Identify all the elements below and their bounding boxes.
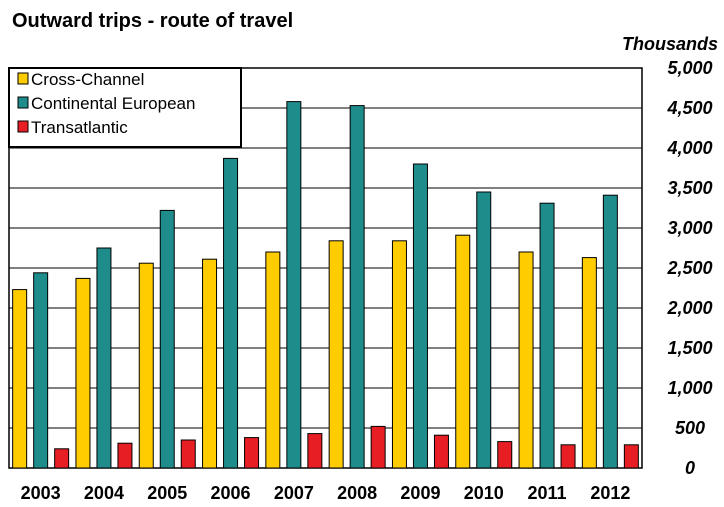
legend-label-continental-european: Continental European	[31, 94, 195, 113]
bar-cross-channel-2008	[328, 240, 344, 469]
x-tick-label: 2012	[590, 483, 630, 503]
legend-swatch-transatlantic	[17, 120, 29, 133]
bar-transatlantic-2005	[180, 439, 196, 469]
bar-transatlantic-2004	[117, 442, 133, 469]
bar-group	[12, 101, 639, 469]
y-tick-label: 5,000	[667, 58, 712, 78]
x-tick-label: 2003	[21, 483, 61, 503]
bar-transatlantic-2009	[433, 434, 449, 469]
x-tick-label: 2009	[400, 483, 440, 503]
y-tick-label: 500	[675, 418, 705, 438]
legend: Cross-Channel Continental European Trans…	[8, 67, 242, 148]
bar-continental-european-2006	[223, 157, 239, 469]
y-tick-label: 1,500	[667, 338, 712, 358]
unit-label: Thousands	[622, 34, 718, 54]
bar-transatlantic-2003	[54, 448, 70, 469]
bar-continental-european-2011	[539, 202, 555, 469]
y-tick-label: 0	[685, 458, 695, 478]
gridlines	[9, 107, 642, 429]
bar-continental-european-2012	[602, 194, 618, 469]
bar-cross-channel-2007	[265, 251, 281, 469]
y-tick-label: 1,000	[667, 378, 712, 398]
bar-cross-channel-2011	[518, 251, 534, 469]
legend-swatch-continental-european	[17, 96, 29, 109]
x-tick-label: 2011	[528, 483, 567, 503]
legend-swatch-cross-channel	[17, 72, 29, 85]
bar-cross-channel-2012	[581, 257, 597, 469]
bar-transatlantic-2012	[623, 444, 639, 469]
bar-cross-channel-2010	[455, 234, 471, 469]
bar-cross-channel-2003	[12, 289, 28, 469]
chart-title: Outward trips - route of travel	[12, 10, 293, 32]
bar-transatlantic-2010	[497, 441, 513, 469]
bar-cross-channel-2005	[138, 262, 154, 469]
y-tick-label: 4,000	[666, 138, 712, 158]
bar-transatlantic-2007	[307, 433, 323, 469]
bar-transatlantic-2011	[560, 444, 576, 469]
y-tick-label: 2,500	[666, 258, 712, 278]
legend-label-transatlantic: Transatlantic	[31, 118, 128, 137]
bar-continental-european-2010	[476, 191, 492, 469]
bar-transatlantic-2008	[370, 425, 386, 469]
legend-label-cross-channel: Cross-Channel	[31, 70, 144, 89]
y-tick-label: 2,000	[666, 298, 712, 318]
bar-continental-european-2004	[96, 247, 112, 469]
bar-continental-european-2009	[412, 163, 428, 469]
y-tick-label: 4,500	[666, 98, 712, 118]
x-tick-label: 2008	[337, 483, 377, 503]
x-tick-label: 2010	[464, 483, 504, 503]
legend-box	[8, 67, 242, 148]
bar-transatlantic-2006	[244, 437, 260, 469]
x-tick-label: 2006	[211, 483, 251, 503]
y-axis-ticks: 0 500 1,000 1,500 2,000 2,500 3,000 3,500 4,000 4…	[666, 58, 712, 478]
plot-area	[8, 67, 643, 469]
bar-continental-european-2007	[286, 101, 302, 469]
x-tick-label: 2007	[274, 483, 314, 503]
x-tick-label: 2004	[84, 483, 124, 503]
bar-continental-european-2008	[349, 105, 365, 469]
bar-cross-channel-2006	[202, 258, 218, 469]
bar-continental-european-2003	[33, 272, 49, 469]
x-tick-label: 2005	[147, 483, 187, 503]
x-axis-ticks: 2003 2004 2005 2006 2007 2008 2009 2010 2011 2012	[21, 483, 631, 503]
bar-cross-channel-2009	[391, 240, 407, 469]
y-tick-label: 3,000	[667, 218, 712, 238]
bar-continental-european-2005	[159, 209, 175, 469]
bar-cross-channel-2004	[75, 277, 91, 469]
y-tick-label: 3,500	[667, 178, 712, 198]
